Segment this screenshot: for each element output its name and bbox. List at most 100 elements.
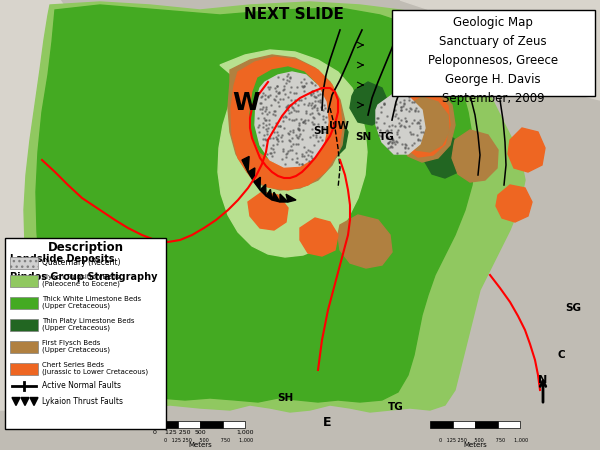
Point: [283, 147, 292, 154]
Text: W: W: [232, 91, 260, 116]
Text: NEXT SLIDE: NEXT SLIDE: [244, 7, 344, 22]
Polygon shape: [218, 50, 367, 257]
Point: [376, 104, 386, 111]
FancyBboxPatch shape: [10, 274, 38, 287]
Point: [383, 140, 392, 147]
Text: UW: UW: [329, 121, 349, 131]
Polygon shape: [0, 0, 80, 410]
Point: [288, 141, 298, 148]
Text: Thin Platy Limestone Beds
(Upper Cretaceous): Thin Platy Limestone Beds (Upper Cretace…: [42, 318, 134, 331]
Point: [414, 119, 424, 126]
FancyBboxPatch shape: [475, 421, 497, 428]
Point: [303, 152, 313, 159]
Point: [266, 83, 275, 90]
Point: [294, 132, 304, 140]
Point: [302, 108, 311, 115]
Point: [261, 136, 271, 144]
Point: [372, 114, 382, 122]
Point: [257, 105, 267, 112]
Point: [299, 75, 308, 82]
Point: [396, 122, 406, 129]
Point: [388, 121, 397, 128]
Text: SG: SG: [565, 303, 581, 313]
Point: [271, 87, 281, 94]
Point: [274, 103, 284, 110]
Point: [406, 128, 415, 135]
Point: [279, 82, 289, 90]
Point: [396, 106, 406, 113]
Point: [264, 121, 274, 128]
Point: [400, 148, 410, 156]
Point: [262, 116, 271, 123]
Point: [406, 130, 415, 138]
Point: [401, 118, 411, 125]
Point: [287, 146, 297, 153]
Point: [305, 148, 314, 155]
Point: [377, 132, 386, 140]
Point: [275, 123, 284, 130]
Point: [303, 102, 313, 109]
Point: [383, 133, 393, 140]
Point: [278, 87, 288, 94]
Point: [391, 112, 400, 120]
Point: [255, 99, 265, 107]
Text: SN: SN: [355, 132, 371, 142]
Point: [259, 131, 268, 138]
Point: [410, 99, 419, 106]
Point: [285, 89, 295, 96]
Point: [309, 103, 319, 110]
Polygon shape: [228, 55, 345, 190]
FancyBboxPatch shape: [155, 421, 178, 428]
Point: [284, 107, 293, 114]
Point: [304, 100, 314, 107]
FancyBboxPatch shape: [392, 10, 595, 95]
Point: [413, 107, 423, 114]
Point: [292, 158, 301, 165]
Point: [307, 153, 316, 160]
Point: [317, 136, 327, 143]
Point: [272, 82, 281, 90]
Point: [316, 103, 326, 110]
Point: [307, 119, 317, 126]
Point: [273, 90, 283, 97]
Polygon shape: [508, 128, 545, 172]
Point: [297, 161, 307, 168]
Text: Lykaion Thrust Faults: Lykaion Thrust Faults: [42, 397, 123, 406]
Point: [291, 140, 301, 148]
Polygon shape: [272, 192, 280, 202]
Point: [392, 110, 401, 117]
Point: [275, 95, 284, 103]
Point: [376, 108, 386, 115]
Point: [266, 144, 275, 151]
Point: [286, 97, 296, 104]
Point: [415, 125, 424, 132]
Point: [319, 112, 328, 119]
Point: [284, 136, 294, 144]
Polygon shape: [231, 57, 342, 190]
Point: [265, 92, 275, 99]
Point: [283, 149, 292, 157]
Polygon shape: [255, 68, 328, 162]
Text: 500: 500: [194, 430, 206, 435]
Point: [292, 84, 302, 91]
Point: [269, 95, 278, 102]
Point: [258, 135, 268, 142]
Point: [278, 96, 288, 103]
Point: [261, 126, 271, 133]
Point: [313, 97, 322, 104]
Polygon shape: [248, 168, 255, 182]
Point: [299, 84, 308, 91]
Point: [299, 83, 308, 90]
Point: [283, 94, 293, 101]
Point: [307, 99, 317, 106]
Polygon shape: [30, 397, 38, 405]
Point: [269, 111, 278, 118]
Point: [307, 105, 317, 112]
Point: [299, 144, 308, 151]
Point: [286, 137, 295, 144]
Point: [410, 106, 420, 113]
Polygon shape: [280, 194, 288, 202]
Point: [258, 89, 268, 96]
Point: [304, 157, 314, 164]
Point: [274, 122, 283, 130]
